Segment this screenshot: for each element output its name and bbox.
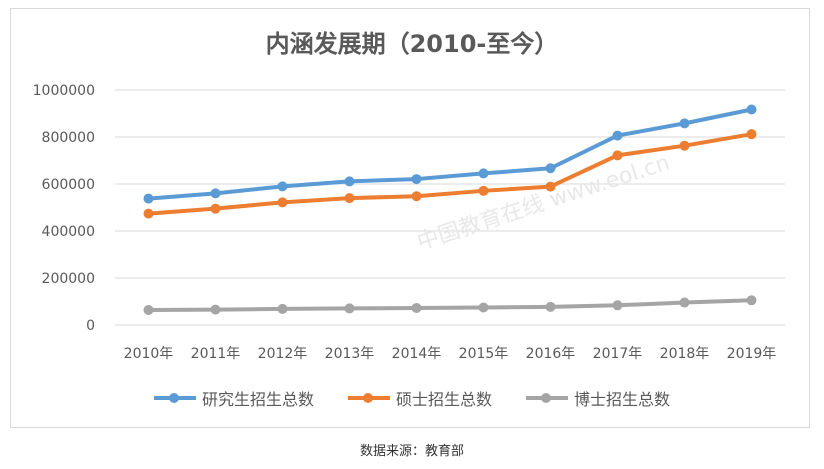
y-tick-label: 600000 [42,177,95,193]
data-point [612,150,623,161]
data-point [478,168,489,179]
data-point [411,302,422,313]
x-tick-label: 2012年 [258,346,308,362]
data-point [143,193,154,204]
data-point [679,140,690,151]
legend-label: 博士招生总数 [574,390,671,409]
x-tick-label: 2013年 [325,346,375,362]
series-line [148,132,752,216]
data-point [344,193,355,204]
data-point [344,303,355,314]
data-point [411,174,422,185]
x-tick-label: 2016年 [526,346,576,362]
watermark: 中国教育在线 www.eol.cn [414,150,673,255]
chart-title: 内涵发展期（2010-至今） [265,30,559,58]
legend-swatch [153,393,196,403]
data-point [277,303,288,314]
data-point [143,304,154,315]
data-point [746,104,757,115]
series-line [148,298,752,312]
y-tick-label: 400000 [42,224,95,240]
x-tick-label: 2011年 [191,346,241,362]
legend-label: 硕士招生总数 [395,390,492,409]
y-tick-label: 0 [86,318,95,334]
data-point [210,203,221,214]
data-point [679,297,690,308]
x-tick-label: 2014年 [392,346,442,362]
data-point [746,129,757,140]
data-point [210,188,221,199]
source-caption: 数据来源：教育部 [359,444,464,459]
x-tick-label: 2015年 [459,346,509,362]
legend-swatch [526,393,568,403]
x-tick-label: 2017年 [593,346,643,362]
y-tick-label: 800000 [42,130,95,146]
data-point [143,208,154,219]
x-tick-label: 2019年 [727,346,777,362]
legend-item: 研究生招生总数 [153,386,314,410]
data-point [478,185,489,196]
data-point [411,191,422,202]
legend-label: 研究生招生总数 [201,390,314,409]
data-point [679,118,690,129]
y-tick-label: 200000 [42,271,95,287]
chart-frame [10,8,810,428]
data-point [344,176,355,187]
data-point [545,181,556,192]
legend-item: 硕士招生总数 [347,386,492,410]
legend: 研究生招生总数 硕士招生总数 博士招生总数 [0,386,824,410]
data-point [612,300,623,311]
data-point [277,181,288,192]
x-tick-label: 2018年 [660,346,710,362]
data-point [277,197,288,208]
y-tick-label: 1000000 [33,83,95,99]
series-line [148,107,752,201]
data-point [478,302,489,313]
legend-swatch [347,393,390,403]
legend-item: 博士招生总数 [526,386,670,410]
data-point [210,304,221,315]
data-point [545,301,556,312]
data-point [545,163,556,174]
data-point [612,130,623,141]
x-tick-label: 2010年 [124,346,174,362]
data-point [746,295,757,306]
